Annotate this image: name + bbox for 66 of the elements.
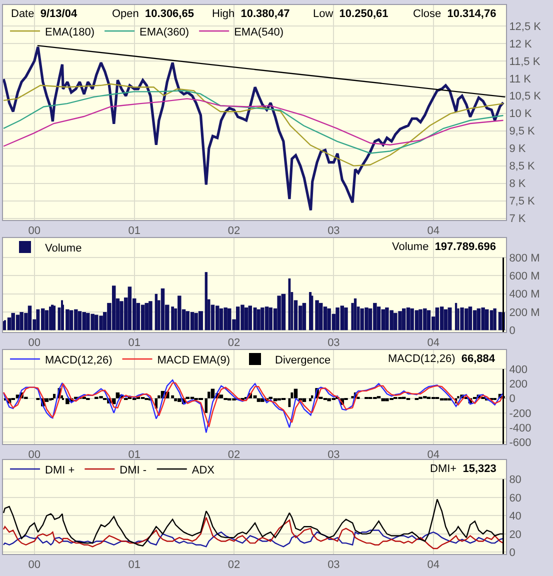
x-tick-label: 00 — [28, 449, 41, 462]
annotation: Date 9/13/04 — [11, 8, 78, 20]
x-tick-label: 00 — [28, 225, 41, 238]
annotation: Low 10.250,61 — [313, 8, 388, 20]
legend-label: EMA(540) — [234, 26, 284, 38]
y-tick-label: 400 — [509, 364, 528, 376]
x-tick-label: 03 — [328, 337, 340, 350]
annotation: MACD(12,26) 66,884 — [388, 353, 496, 365]
y-tick-label: 8,5 K — [509, 160, 536, 173]
y-tick-label: 8 K — [509, 178, 526, 190]
legend-label: Volume — [45, 242, 82, 254]
x-tick-label: 02 — [228, 225, 240, 238]
y-tick-label: 0 — [509, 547, 516, 560]
x-tick-label: 03 — [328, 449, 340, 462]
x-tick-label: 00 — [28, 559, 41, 572]
y-tick-label: 7,5 K — [509, 196, 536, 208]
y-tick-label: 10,5 K — [509, 90, 542, 103]
legend-label: ADX — [192, 464, 216, 476]
y-tick-label: 600 M — [509, 270, 540, 283]
x-tick-label: 02 — [228, 449, 240, 462]
y-tick-label: 200 — [509, 378, 528, 390]
y-tick-label: 200 M — [509, 306, 540, 319]
legend-label: MACD EMA(9) — [157, 354, 230, 366]
y-tick-label: 10 K — [509, 108, 532, 120]
y-tick-label: 20 — [509, 528, 522, 541]
x-tick-label: 02 — [228, 337, 240, 350]
x-tick-label: 00 — [28, 337, 41, 350]
x-tick-label: 03 — [328, 225, 340, 238]
y-tick-label: -200 — [509, 408, 532, 420]
x-tick-label: 02 — [228, 559, 240, 572]
legend-label: DMI - — [120, 464, 147, 476]
y-tick-label: 11 K — [509, 73, 532, 86]
y-tick-label: 0 — [509, 325, 516, 338]
legend-label: MACD(12,26) — [45, 354, 112, 366]
legend-label: EMA(360) — [140, 26, 190, 38]
legend-label: DMI + — [45, 464, 75, 476]
y-tick-label: -400 — [509, 422, 532, 434]
y-tick-label: 11,5 K — [509, 56, 541, 68]
x-tick-label: 01 — [128, 449, 140, 462]
y-tick-label: 12 K — [509, 38, 532, 50]
annotation: High 10.380,47 — [212, 8, 290, 20]
y-tick-label: 9 K — [509, 143, 526, 156]
y-tick-label: 9,5 K — [509, 126, 536, 138]
y-tick-label: 400 M — [509, 288, 540, 301]
annotation: DMI+ 15,323 — [430, 463, 496, 475]
annotation: Open 10.306,65 — [112, 8, 194, 20]
annotation: Volume 197.789.696 — [392, 241, 496, 253]
legend-label: Divergence — [274, 354, 331, 366]
x-tick-label: 01 — [128, 337, 140, 350]
x-tick-label: 04 — [427, 449, 440, 462]
y-tick-label: -600 — [509, 437, 532, 450]
y-tick-label: 7 K — [509, 213, 526, 226]
x-tick-label: 04 — [427, 559, 440, 572]
y-tick-label: 60 — [509, 492, 522, 504]
x-tick-label: 03 — [328, 559, 340, 572]
y-tick-label: 800 M — [509, 252, 540, 264]
annotation: Close 10.314,76 — [413, 8, 496, 20]
x-tick-label: 04 — [427, 337, 440, 350]
legend-label: EMA(180) — [45, 26, 95, 38]
y-tick-label: 80 — [509, 474, 522, 486]
y-tick-label: 12,5 K — [509, 20, 542, 33]
x-tick-label: 01 — [128, 225, 140, 238]
y-tick-label: 0 — [509, 393, 516, 406]
y-tick-label: 40 — [509, 510, 522, 523]
x-tick-label: 01 — [128, 559, 140, 572]
x-tick-label: 04 — [427, 225, 440, 238]
